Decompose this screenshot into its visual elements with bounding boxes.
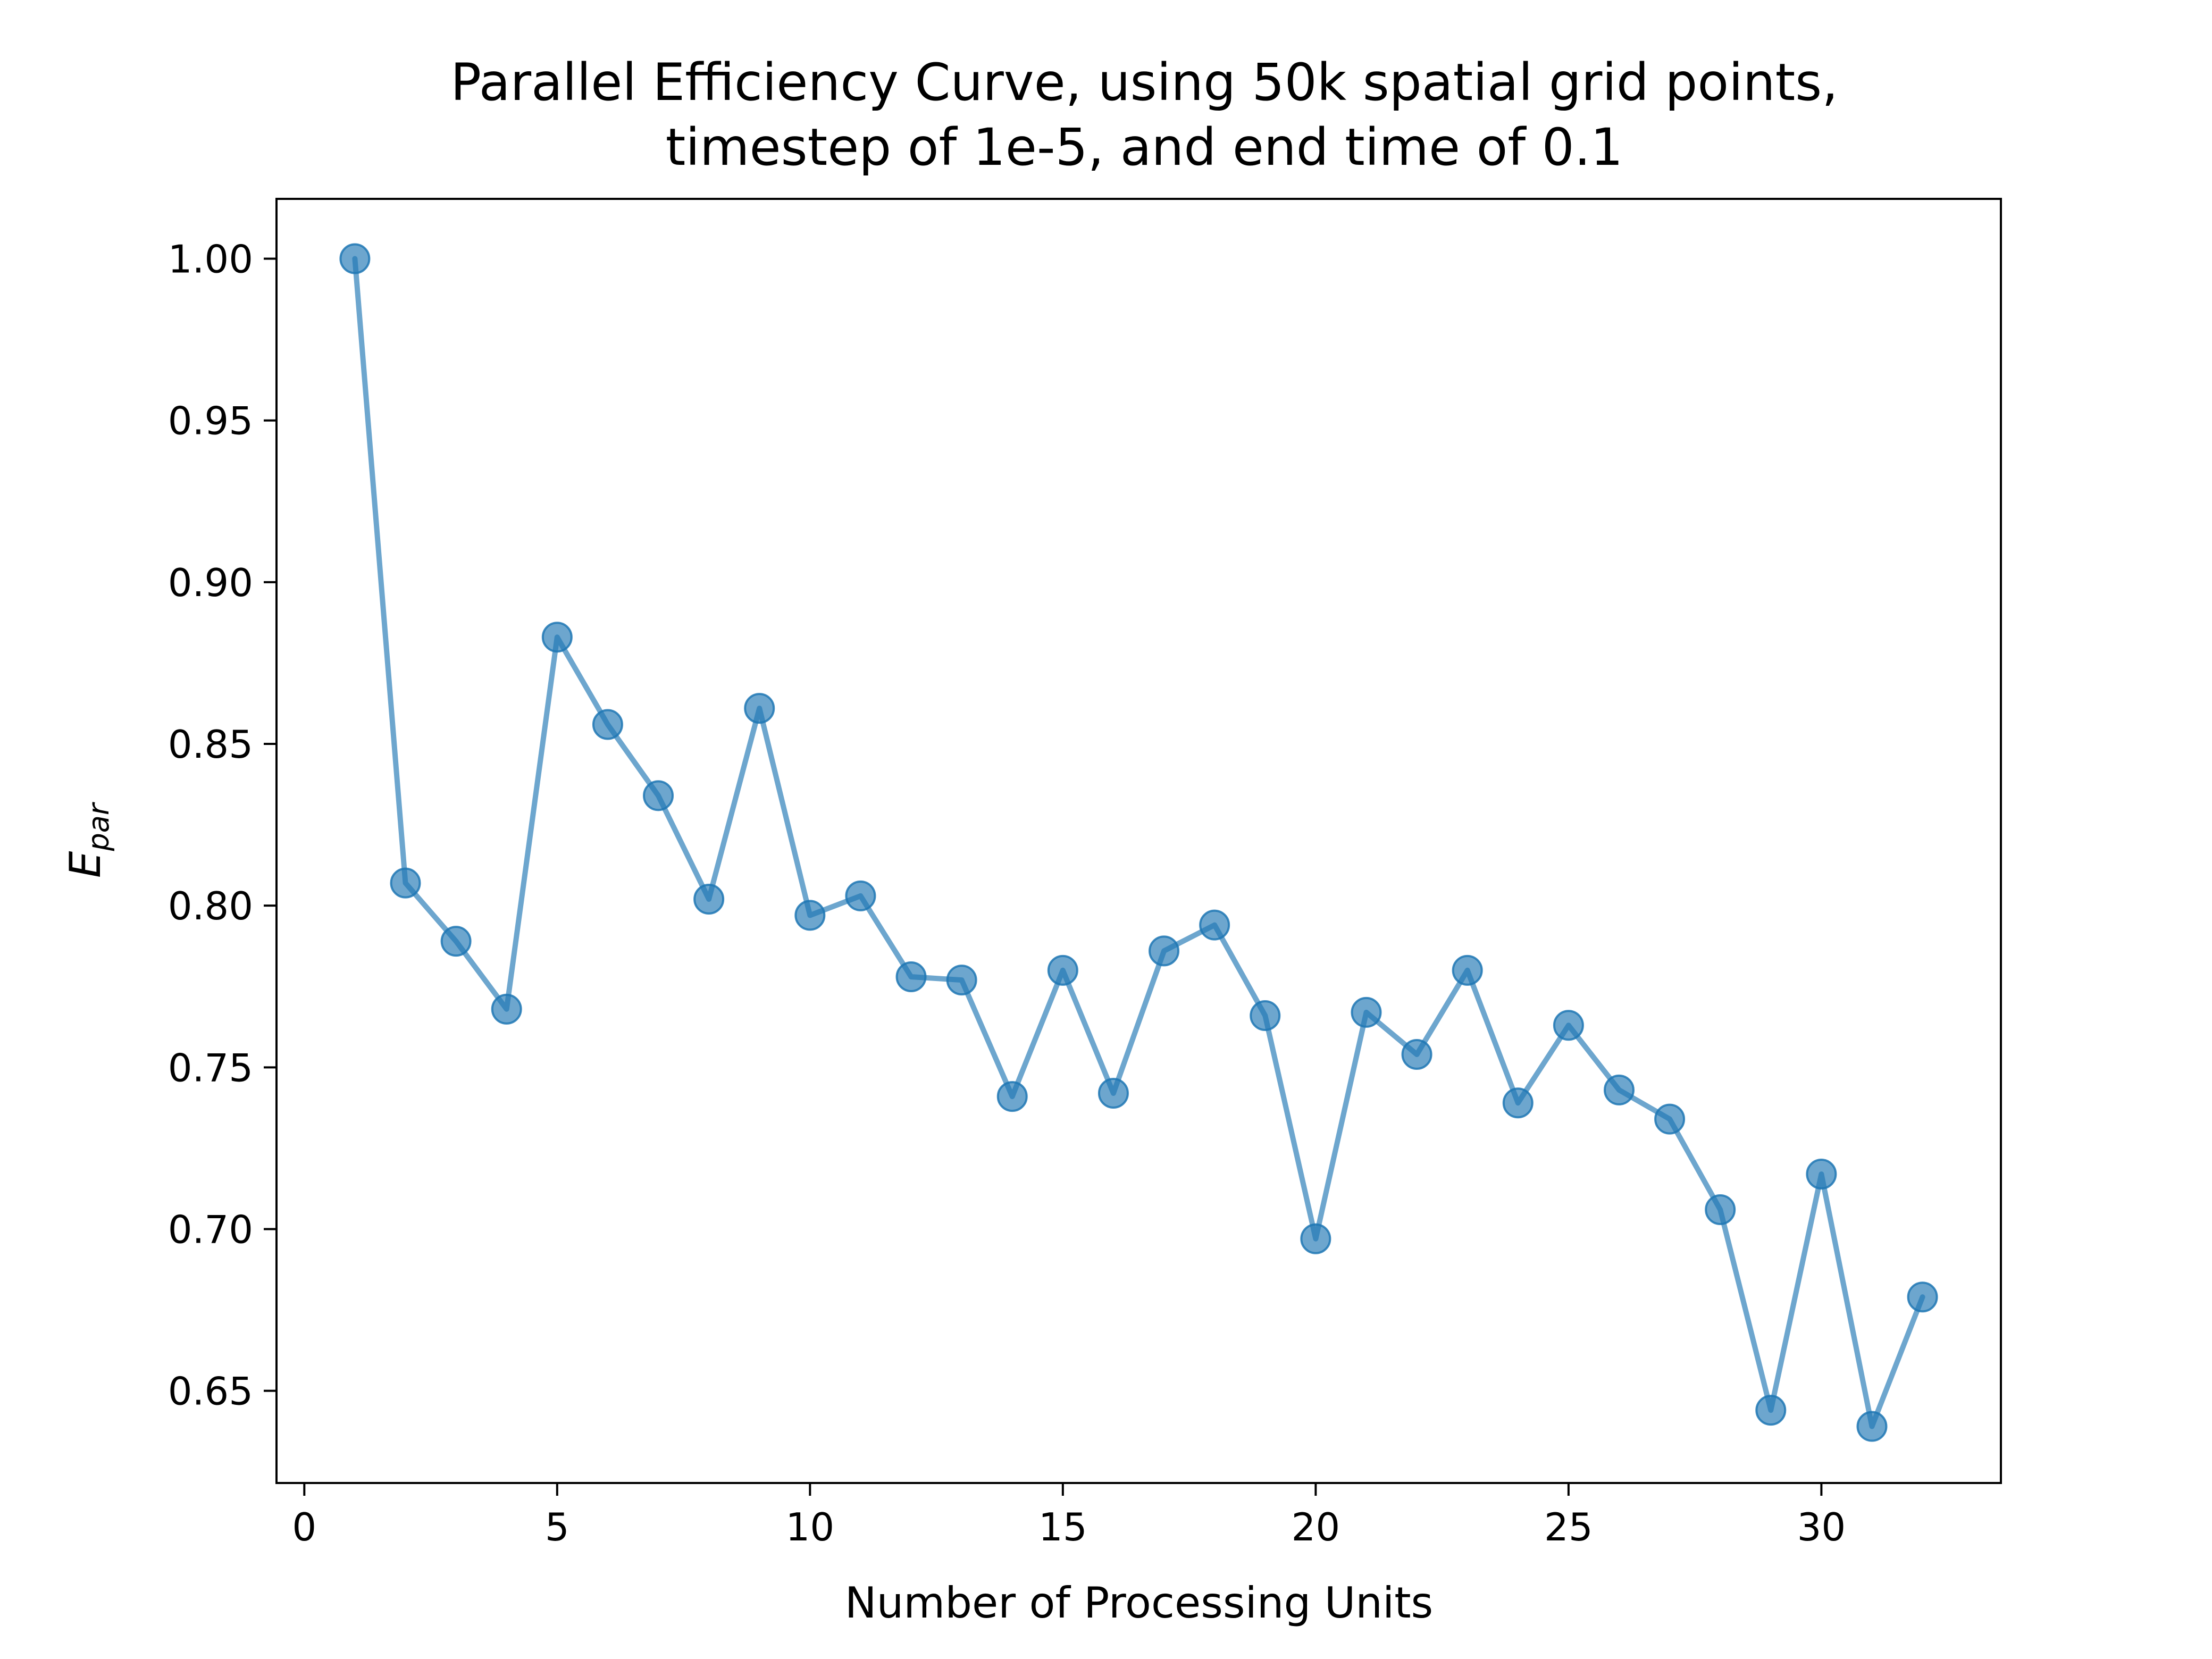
y-tick-label: 0.90 xyxy=(168,560,253,605)
data-point xyxy=(693,883,725,915)
y-tick-label: 0.85 xyxy=(168,722,253,767)
data-point xyxy=(1755,1395,1787,1426)
y-axis: 0.65 0.70 0.75 0.80 0.85 0.90 0.95 1.00 xyxy=(168,237,276,1414)
x-tick-label: 30 xyxy=(1797,1505,1846,1549)
chart-title-line-1: Parallel Efficiency Curve, using 50k spa… xyxy=(450,53,1838,112)
data-point xyxy=(339,243,371,274)
data-point xyxy=(1199,909,1230,941)
data-point xyxy=(1553,1010,1584,1041)
data-point xyxy=(946,965,977,996)
data-point xyxy=(390,867,421,899)
y-tick-label: 1.00 xyxy=(168,237,253,282)
y-tick-label: 0.95 xyxy=(168,399,253,443)
data-point xyxy=(996,1081,1028,1112)
data-point xyxy=(592,709,623,740)
x-tick-label: 20 xyxy=(1292,1505,1340,1549)
x-axis: 0 5 10 15 20 25 30 xyxy=(292,1483,1846,1549)
data-point xyxy=(1603,1074,1635,1105)
series-group xyxy=(339,243,1938,1442)
data-point xyxy=(541,622,573,653)
data-point xyxy=(1047,954,1078,986)
x-tick-label: 25 xyxy=(1544,1505,1593,1549)
y-axis-label: Epar xyxy=(61,802,115,878)
data-point xyxy=(643,780,674,811)
data-point xyxy=(1250,1000,1281,1031)
x-axis-label: Number of Processing Units xyxy=(845,1578,1433,1628)
y-tick-label: 0.65 xyxy=(168,1369,253,1414)
y-axis-label-subscript: par xyxy=(82,802,115,851)
y-tick-label: 0.70 xyxy=(168,1207,253,1252)
data-point xyxy=(895,961,927,992)
data-point xyxy=(1502,1087,1534,1119)
chart-title-line-2: timestep of 1e-5, and end time of 0.1 xyxy=(666,118,1623,177)
plot-area xyxy=(275,198,2002,1484)
data-point xyxy=(1654,1103,1686,1135)
x-tick-label: 10 xyxy=(786,1505,835,1549)
data-point xyxy=(1907,1281,1938,1313)
x-tick-label: 0 xyxy=(292,1505,316,1549)
data-point xyxy=(1856,1411,1888,1442)
y-tick-label: 0.80 xyxy=(168,884,253,928)
data-point xyxy=(440,926,472,957)
data-point xyxy=(491,993,522,1025)
data-point xyxy=(794,900,826,931)
axes-frame xyxy=(275,198,2002,1484)
data-point xyxy=(1452,954,1483,986)
data-point xyxy=(1351,996,1382,1028)
data-point xyxy=(845,880,876,911)
chart-title: Parallel Efficiency Curve, using 50k spa… xyxy=(450,53,1838,177)
y-tick-label: 0.75 xyxy=(168,1045,253,1090)
data-point xyxy=(1401,1038,1432,1070)
y-axis-label-main: E xyxy=(61,851,110,878)
x-tick-label: 15 xyxy=(1038,1505,1087,1549)
data-point xyxy=(1149,935,1180,967)
data-point xyxy=(1806,1159,1837,1190)
data-point xyxy=(1097,1077,1129,1109)
x-tick-label: 5 xyxy=(545,1505,569,1549)
data-point xyxy=(1300,1223,1331,1254)
data-point xyxy=(744,693,775,724)
data-point xyxy=(1705,1194,1736,1225)
